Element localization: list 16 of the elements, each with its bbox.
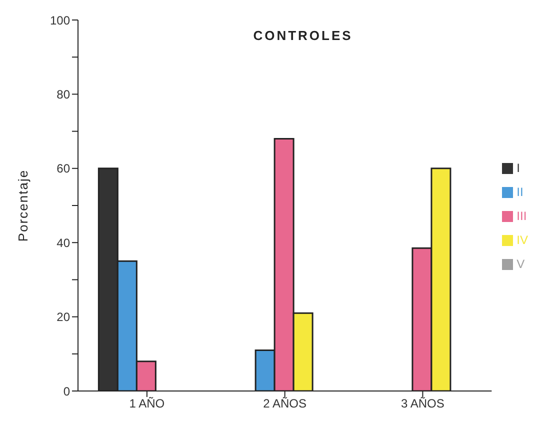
legend-label: III: [516, 209, 527, 223]
y-axis-title: Porcentaje: [16, 169, 31, 242]
legend-label: II: [516, 185, 524, 199]
y-tick-label: 80: [56, 87, 70, 102]
legend-label: I: [516, 161, 520, 175]
y-tick-label: 100: [50, 13, 70, 28]
y-tick-label: 40: [56, 236, 70, 250]
legend-label: V: [516, 257, 525, 271]
x-tick-label: 1 AÑO: [129, 396, 165, 411]
x-tick-label: 3 AÑOS: [401, 396, 444, 411]
y-tick-label: 20: [56, 310, 70, 324]
y-tick-label: 0: [63, 384, 70, 398]
y-tick-label: 60: [56, 162, 70, 176]
x-tick-label: 2 AÑOS: [263, 396, 307, 411]
text: CONTROLES: [252, 28, 354, 43]
legend-label: IV: [516, 233, 528, 247]
